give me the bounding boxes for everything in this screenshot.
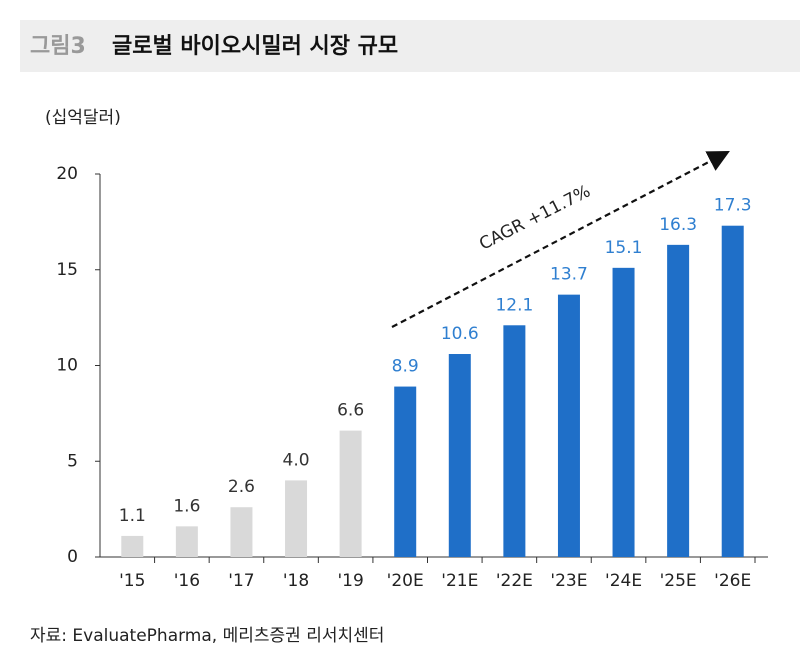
bar [339, 430, 362, 557]
annotation: CAGR +11.7% [476, 181, 594, 254]
y-tick-label: 10 [56, 356, 78, 376]
x-tick-label: '22E [496, 571, 533, 591]
x-tick-label: '24E [605, 571, 642, 591]
x-tick-label: '17 [228, 571, 254, 591]
x-tick-label: '18 [283, 571, 309, 591]
chart-title: 글로벌 바이오시밀러 시장 규모 [112, 34, 398, 59]
value-label: 12.1 [495, 295, 533, 315]
bar [667, 244, 690, 558]
bar [503, 325, 526, 557]
x-tick-label: '26E [714, 571, 751, 591]
value-label: 8.9 [392, 357, 419, 377]
value-label: 17.3 [714, 196, 752, 216]
value-label: 10.6 [441, 324, 479, 344]
x-tick-label: '19 [337, 571, 363, 591]
x-tick-label: '15 [119, 571, 145, 591]
x-tick-label: '16 [174, 571, 200, 591]
y-axis-label: (십억달러) [45, 108, 121, 128]
figure-label: 그림3 [30, 34, 86, 59]
value-label: 15.1 [605, 238, 643, 258]
value-label: 1.1 [119, 506, 146, 526]
value-label: 4.0 [283, 450, 310, 470]
x-tick-label: '20E [387, 571, 424, 591]
bar [394, 386, 417, 557]
value-label: 13.7 [550, 265, 588, 285]
value-label: 6.6 [337, 401, 364, 421]
bar [285, 480, 308, 557]
value-label: 2.6 [228, 477, 255, 497]
bar [557, 294, 580, 557]
x-tick-label: '25E [660, 571, 697, 591]
source: 자료: EvaluatePharma, 메리츠증권 리서치센터 [30, 626, 384, 646]
value-label: 1.6 [173, 496, 200, 516]
bar [121, 535, 144, 557]
y-tick-label: 0 [67, 547, 78, 567]
y-tick-label: 5 [67, 451, 78, 471]
x-tick-label: '23E [550, 571, 587, 591]
trend-arrow [391, 150, 730, 328]
bar [448, 354, 471, 557]
value-label: 16.3 [659, 215, 697, 235]
y-tick-label: 15 [56, 260, 78, 280]
title-band [20, 20, 800, 72]
y-tick-label: 20 [56, 164, 78, 184]
bar [612, 267, 635, 557]
bar [230, 507, 253, 557]
bar [721, 225, 744, 557]
bar [175, 526, 198, 557]
x-tick-label: '21E [441, 571, 478, 591]
